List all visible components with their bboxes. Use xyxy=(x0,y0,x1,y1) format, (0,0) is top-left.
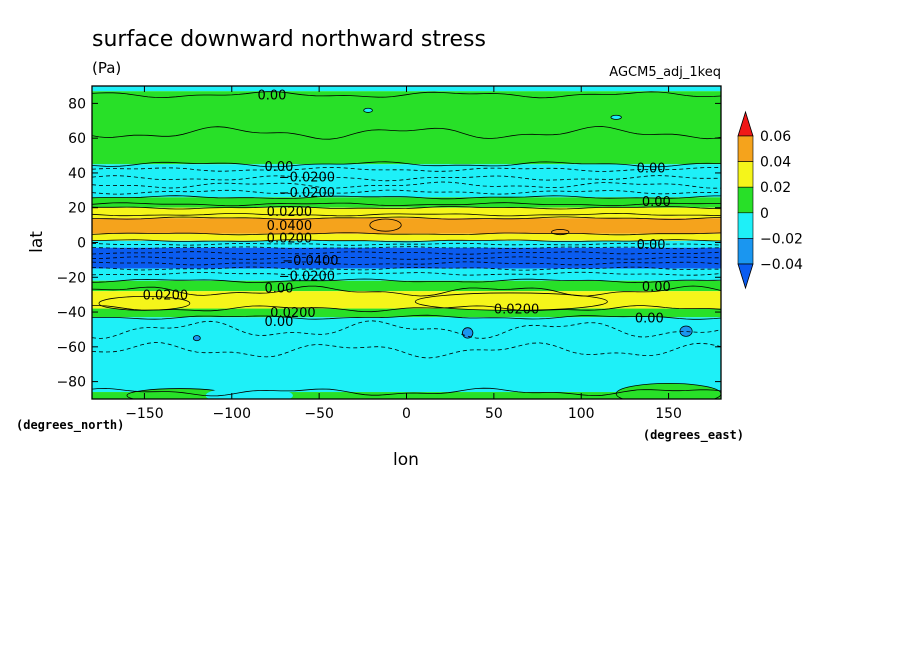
colorbar: 0.06 0.04 0.02 0 −0.02 −0.04 xyxy=(737,110,803,290)
contour-line-10 xyxy=(92,212,721,217)
contour-cell-6 xyxy=(192,335,201,342)
contour-band-3 xyxy=(92,197,721,208)
contour-label-11: −0.0200 xyxy=(279,270,335,285)
colorbar-segment-4 xyxy=(737,238,754,265)
contour-labels: 0.000.00−0.0200−0.02000.000.000.02000.04… xyxy=(143,89,671,330)
colorbar-segment-3 xyxy=(737,212,754,239)
contour-cell-7 xyxy=(363,107,373,113)
y-tick-label-2: 40 xyxy=(68,166,86,182)
contour-band-2 xyxy=(92,164,721,198)
x-tick-label-4: 50 xyxy=(485,406,503,422)
contour-band-9 xyxy=(92,268,721,281)
y-tick-label-1: 60 xyxy=(68,131,86,147)
contour-line-24 xyxy=(92,314,721,320)
contour-band-12 xyxy=(92,308,721,318)
contour-line-8 xyxy=(92,202,721,207)
contour-line-4 xyxy=(92,175,721,182)
contour-line-9 xyxy=(92,206,721,210)
y-tick-label-6: −40 xyxy=(56,305,86,321)
contour-label-10: −0.0400 xyxy=(282,254,338,269)
y-axis-ticks: 80 60 40 20 0 −20 −40 −60 −80 xyxy=(56,96,721,391)
contour-label-1: 0.00 xyxy=(264,160,293,175)
y-axis-units-label: (degrees_north) xyxy=(16,418,124,433)
contour-line-0 xyxy=(92,91,721,99)
x-tick-label-5: 100 xyxy=(568,406,595,422)
contour-band-5 xyxy=(92,218,721,234)
x-tick-label-2: −50 xyxy=(304,406,334,422)
contour-band-1 xyxy=(92,91,721,165)
colorbar-label-1: 0.04 xyxy=(760,155,791,171)
contour-label-4: 0.00 xyxy=(637,162,666,177)
contour-line-7 xyxy=(92,195,721,200)
y-tick-label-3: 20 xyxy=(68,201,86,217)
contour-label-14: 0.0200 xyxy=(143,289,189,304)
y-tick-label-4: 0 xyxy=(77,236,86,252)
contour-label-15: 0.0200 xyxy=(270,306,316,321)
x-tick-label-1: −100 xyxy=(213,406,251,422)
colorbar-label-4: −0.02 xyxy=(760,231,803,247)
plot-area: 0.000.00−0.0200−0.02000.000.000.02000.04… xyxy=(92,86,721,399)
contour-line-13 xyxy=(92,239,721,243)
contour-label-8: 0.0200 xyxy=(267,231,313,246)
chart-title: surface downward northward stress xyxy=(92,27,486,52)
contour-label-5: 0.00 xyxy=(642,195,671,210)
model-label: AGCM5_adj_1keq xyxy=(609,65,721,80)
contour-line-21 xyxy=(92,278,721,284)
contour-label-3: −0.0200 xyxy=(279,186,335,201)
contour-label-12: 0.00 xyxy=(642,280,671,295)
contour-label-16: 0.00 xyxy=(264,315,293,330)
colorbar-label-3: 0 xyxy=(760,206,769,222)
colorbar-over-arrow xyxy=(737,110,754,137)
colorbar-label-2: 0.02 xyxy=(760,180,791,196)
contour-band-13 xyxy=(92,317,721,393)
y-tick-label-5: −20 xyxy=(56,270,86,286)
contour-line-26 xyxy=(92,342,721,359)
x-axis-ticks: −150 −100 −50 0 50 100 150 xyxy=(125,86,682,422)
colorbar-under-arrow xyxy=(737,263,754,290)
colorbar-segment-2 xyxy=(737,186,754,214)
contour-line-22 xyxy=(92,285,721,297)
contour-line-12 xyxy=(92,232,721,236)
contour-cell-11 xyxy=(205,386,293,399)
contour-label-18: 0.00 xyxy=(635,311,664,326)
contour-line-1 xyxy=(92,126,721,140)
colorbar-segment-0 xyxy=(737,135,754,162)
contour-cell-8 xyxy=(610,114,622,120)
contour-line-25 xyxy=(92,320,721,339)
colorbar-segment-1 xyxy=(737,161,754,188)
contour-label-7: 0.0400 xyxy=(267,219,313,234)
contour-label-0: 0.00 xyxy=(257,89,286,104)
contour-cell-5 xyxy=(679,325,693,337)
colorbar-label-5: −0.04 xyxy=(760,257,803,273)
x-tick-label-3: 0 xyxy=(402,406,411,422)
contour-line-2 xyxy=(92,161,721,168)
x-axis-label: lon xyxy=(393,450,419,470)
contour-line-11 xyxy=(92,216,721,220)
y-tick-label-7: −60 xyxy=(56,340,86,356)
y-axis-label: lat xyxy=(27,231,47,253)
contour-label-2: −0.0200 xyxy=(279,170,335,185)
contour-line-5 xyxy=(92,181,721,189)
contour-band-10 xyxy=(92,280,721,292)
units-label: (Pa) xyxy=(92,59,121,77)
contour-band-7 xyxy=(92,240,721,248)
x-tick-label-6: 150 xyxy=(655,406,682,422)
contour-band-6 xyxy=(92,233,721,241)
y-tick-label-0: 80 xyxy=(68,96,86,112)
contour-cell-4 xyxy=(462,327,474,339)
x-tick-label-0: −150 xyxy=(125,406,163,422)
contour-label-6: 0.0200 xyxy=(267,205,313,220)
y-tick-label-8: −80 xyxy=(56,375,86,391)
contour-band-4 xyxy=(92,207,721,219)
contour-label-17: 0.0200 xyxy=(494,303,540,318)
x-axis-units-label: (degrees_east) xyxy=(643,428,744,443)
contour-cell-0 xyxy=(369,218,402,232)
contour-label-9: 0.00 xyxy=(637,238,666,253)
contour-cell-1 xyxy=(551,229,570,236)
contour-label-13: 0.00 xyxy=(264,282,293,297)
colorbar-label-0: 0.06 xyxy=(760,129,791,145)
contour-line-23 xyxy=(92,305,721,313)
contour-cell-3 xyxy=(414,292,608,311)
